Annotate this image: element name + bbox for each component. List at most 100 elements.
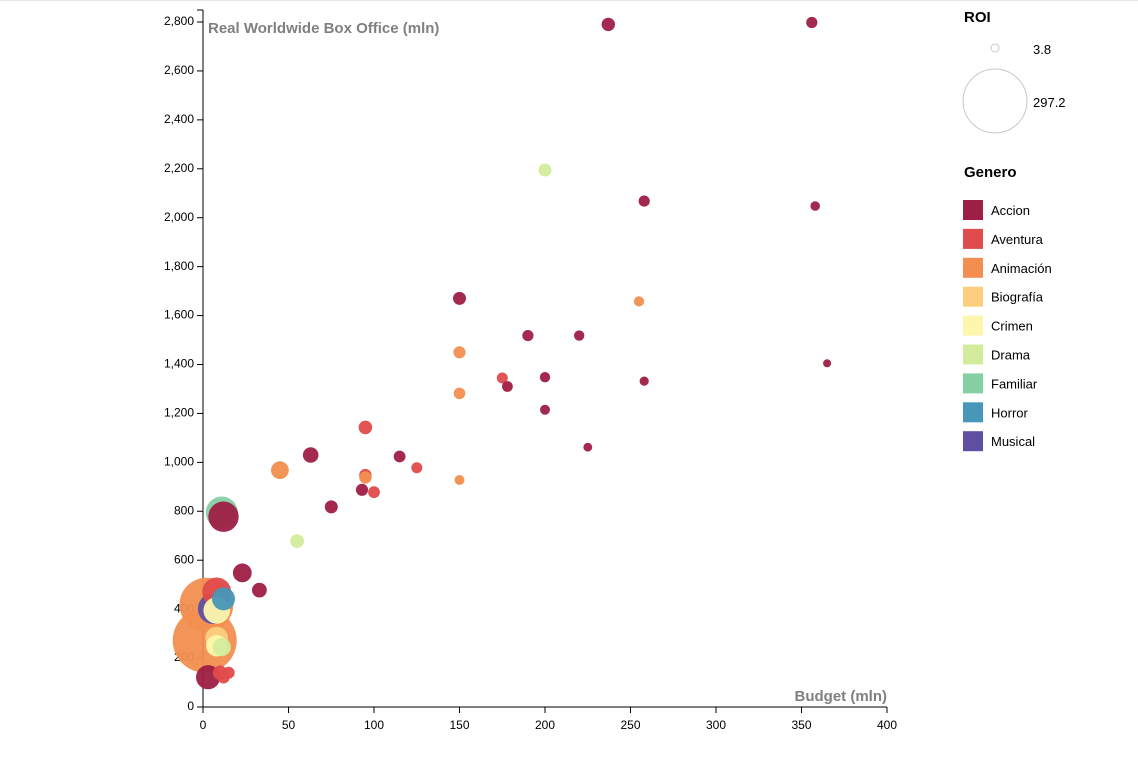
y-tick-label: 2,200	[164, 161, 194, 175]
genre-legend-item: Familiar	[963, 373, 1038, 394]
genre-legend-item: Accion	[963, 200, 1030, 220]
genre-swatch	[963, 344, 983, 365]
genre-swatch	[963, 228, 983, 249]
y-tick: 1,000	[164, 455, 203, 469]
data-point-17	[358, 420, 373, 435]
data-point-8	[574, 330, 585, 341]
genre-swatch	[963, 257, 983, 278]
data-point-42	[212, 638, 231, 657]
y-tick-label: 0	[187, 699, 194, 713]
x-tick-label: 250	[620, 718, 640, 732]
genre-legend-item: Musical	[963, 431, 1035, 452]
data-point-16	[540, 404, 550, 415]
data-point-4	[810, 201, 820, 211]
x-tick: 50	[282, 707, 296, 732]
top-border	[0, 0, 1138, 1]
data-points	[172, 16, 832, 690]
data-point-5	[453, 291, 466, 305]
genre-label: Horror	[991, 405, 1029, 420]
genre-legend-item: Animación	[963, 257, 1052, 278]
x-tick-label: 150	[449, 718, 469, 732]
y-tick: 2,000	[164, 210, 203, 224]
data-point-29	[208, 501, 239, 532]
data-point-26	[355, 483, 369, 496]
data-point-1	[806, 16, 818, 29]
y-tick-label: 1,200	[164, 406, 194, 420]
data-point-31	[290, 534, 304, 548]
genre-legend-item: Aventura	[963, 228, 1044, 249]
x-tick: 100	[364, 707, 384, 732]
genre-legend: Genero Accion Aventura Animación Biografía C…	[963, 164, 1052, 452]
x-tick-label: 200	[535, 718, 555, 732]
x-tick: 300	[706, 707, 726, 732]
y-tick-label: 2,400	[164, 112, 194, 126]
y-tick-label: 800	[174, 503, 194, 517]
data-point-18	[583, 442, 593, 452]
y-tick-label: 2,600	[164, 63, 194, 77]
y-tick-label: 1,600	[164, 308, 194, 322]
data-point-27	[368, 486, 380, 499]
roi-legend-circle	[990, 43, 1000, 53]
genre-legend-title: Genero	[964, 164, 1017, 181]
data-point-28	[324, 500, 338, 514]
y-tick: 1,600	[164, 308, 203, 322]
y-axis-title: Real Worldwide Box Office (mln)	[208, 20, 439, 37]
y-tick-label: 2,800	[164, 14, 194, 28]
y-tick: 2,800	[164, 14, 203, 28]
roi-legend: ROI 3.8 297.2	[962, 9, 1066, 134]
genre-label: Aventura	[991, 232, 1044, 247]
x-tick-label: 50	[282, 718, 296, 732]
data-point-20	[393, 450, 406, 463]
y-tick: 1,400	[164, 357, 203, 371]
genre-legend-item: Biografía	[963, 286, 1044, 307]
data-point-19	[302, 447, 319, 463]
x-tick-label: 0	[200, 718, 207, 732]
x-tick-label: 300	[706, 718, 726, 732]
data-point-24	[359, 471, 372, 484]
x-tick: 150	[449, 707, 470, 732]
genre-label: Crimen	[991, 319, 1033, 334]
data-point-44	[222, 666, 235, 679]
x-axis: 0 50 100 150 200 250 300 350 400	[197, 706, 897, 732]
data-point-22	[411, 462, 423, 474]
data-point-25	[454, 475, 465, 485]
y-tick-label: 2,000	[164, 210, 194, 224]
x-tick-label: 350	[791, 718, 811, 732]
genre-label: Biografía	[991, 290, 1044, 305]
y-tick: 0	[187, 699, 203, 713]
data-point-14	[502, 381, 513, 392]
roi-legend-title: ROI	[964, 9, 991, 26]
data-point-37	[212, 587, 235, 611]
data-point-6	[633, 296, 645, 307]
data-point-0	[601, 17, 615, 32]
x-tick: 400	[877, 707, 897, 732]
genre-legend-item: Drama	[963, 344, 1031, 365]
genre-label: Drama	[991, 348, 1031, 363]
genre-swatch	[963, 431, 983, 452]
x-tick-label: 400	[877, 718, 897, 732]
data-point-7	[522, 330, 534, 342]
x-tick: 250	[620, 707, 641, 732]
data-point-9	[453, 346, 466, 359]
genre-swatch	[963, 373, 983, 394]
y-tick-label: 1,000	[164, 455, 194, 469]
roi-legend-circle	[962, 68, 1028, 134]
y-tick-label: 1,800	[164, 259, 194, 273]
data-point-12	[539, 372, 551, 383]
data-point-15	[453, 387, 466, 400]
y-tick: 1,200	[164, 406, 203, 420]
y-tick-label: 1,400	[164, 357, 194, 371]
data-point-10	[823, 359, 832, 368]
x-axis-title: Budget (mln)	[795, 688, 887, 705]
genre-swatch	[963, 200, 983, 220]
y-tick-label: 600	[174, 552, 194, 566]
genre-label: Musical	[991, 434, 1035, 449]
data-point-33	[252, 582, 267, 598]
genre-label: Accion	[991, 203, 1030, 218]
x-tick: 200	[535, 707, 555, 732]
genre-legend-item: Horror	[963, 402, 1029, 423]
data-point-32	[232, 563, 252, 583]
y-tick: 1,800	[164, 259, 203, 273]
data-point-11	[496, 372, 508, 384]
y-tick: 800	[174, 503, 203, 517]
